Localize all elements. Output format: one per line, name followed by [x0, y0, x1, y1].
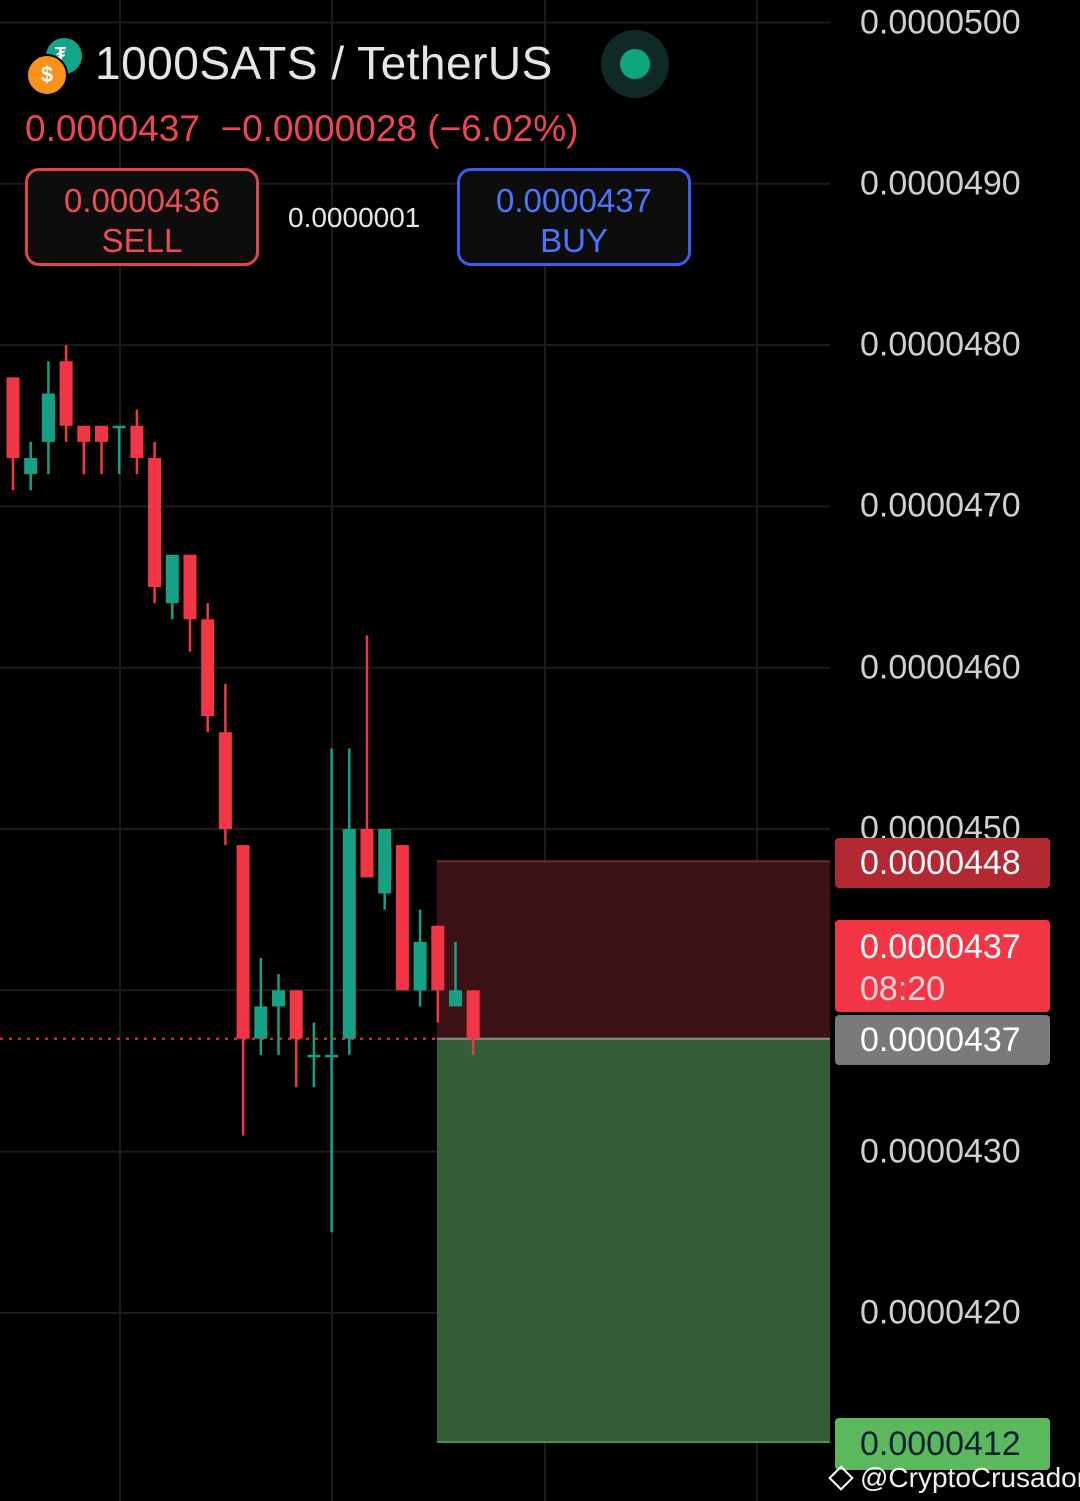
- candle-body: [148, 458, 162, 588]
- candle: [77, 425, 91, 475]
- candle: [183, 554, 197, 652]
- candle: [236, 845, 250, 1136]
- candle: [59, 345, 73, 442]
- candle-body: [201, 619, 215, 717]
- candle-body: [413, 941, 427, 991]
- candle: [201, 603, 215, 733]
- candle-body: [165, 554, 179, 604]
- candle-body: [59, 361, 73, 426]
- sell-button[interactable]: 0.0000436 SELL: [25, 168, 259, 266]
- candle-body: [378, 829, 392, 894]
- binance-logo-icon: [828, 1465, 854, 1491]
- coin-icons[interactable]: ₮ $: [26, 38, 88, 96]
- candle: [95, 425, 108, 475]
- candle: [218, 683, 232, 846]
- current-price-tag: 0.0000437 08:20: [835, 920, 1050, 1012]
- candle: [41, 361, 55, 475]
- take-profit-zone: [437, 1038, 830, 1442]
- sell-price: 0.0000436: [64, 182, 220, 219]
- candle: [6, 377, 20, 491]
- sell-label: SELL: [101, 222, 183, 259]
- y-tick-label: 0.0000420: [860, 1293, 1021, 1332]
- candle: [360, 635, 374, 878]
- market-open-dot: [620, 49, 650, 79]
- price-change-line: 0.0000437 −0.0000028 (−6.02%): [25, 108, 579, 149]
- candle: [272, 974, 285, 1055]
- candle: [342, 748, 356, 1055]
- candle: [165, 554, 179, 620]
- candle-countdown: 08:20: [860, 970, 946, 1008]
- candle-body: [272, 990, 285, 1007]
- candle-body: [236, 845, 250, 1039]
- y-tick-label: 0.0000500: [860, 3, 1021, 41]
- long-position-tool[interactable]: [437, 860, 830, 1443]
- candle-body: [360, 829, 374, 878]
- y-tick-label: 0.0000460: [860, 648, 1021, 687]
- symbol-pair[interactable]: 1000SATS / TetherUS: [95, 37, 553, 89]
- watermark: @CryptoCrusador: [828, 1462, 1080, 1494]
- candle-body: [95, 425, 108, 442]
- candle-body: [183, 554, 197, 620]
- buy-label: BUY: [540, 222, 608, 259]
- candle-body: [6, 377, 20, 459]
- candle-body: [466, 990, 480, 1039]
- y-tick-label: 0.0000480: [860, 325, 1021, 364]
- watermark-text: @CryptoCrusador: [860, 1462, 1080, 1493]
- stop-loss-tag: 0.0000448: [835, 838, 1050, 888]
- candle-body: [218, 732, 232, 829]
- spread-value: 0.0000001: [288, 202, 421, 233]
- candle: [413, 909, 427, 1007]
- candle-body: [112, 425, 126, 429]
- candle-body: [41, 393, 55, 442]
- candle-body: [431, 925, 445, 991]
- candle: [466, 990, 480, 1055]
- candle: [431, 925, 445, 1023]
- candle-body: [307, 1054, 321, 1058]
- entry-price-tag: 0.0000437: [835, 1015, 1050, 1065]
- candle: [395, 845, 409, 991]
- candle-body: [325, 1054, 339, 1058]
- y-tick-label: 0.0000430: [860, 1132, 1021, 1171]
- buy-price: 0.0000437: [496, 182, 652, 219]
- candle: [325, 748, 339, 1233]
- candle: [378, 829, 392, 910]
- candle: [449, 941, 462, 1007]
- candle: [307, 1022, 321, 1088]
- market-status-icon[interactable]: [601, 30, 669, 98]
- candle: [24, 441, 38, 491]
- take-profit-tag: 0.0000412: [835, 1418, 1050, 1470]
- buy-button[interactable]: 0.0000437 BUY: [457, 168, 691, 266]
- candle: [254, 958, 268, 1055]
- candle-body: [342, 829, 356, 1039]
- y-tick-label: 0.0000470: [860, 486, 1021, 525]
- candles: [6, 345, 480, 1233]
- candle-body: [449, 990, 462, 1007]
- y-tick-label: 0.0000490: [860, 164, 1021, 203]
- candle-body: [289, 990, 303, 1039]
- current-price-value: 0.0000437: [860, 928, 1021, 966]
- candle: [148, 441, 162, 604]
- candle: [289, 990, 303, 1088]
- candle-body: [24, 458, 38, 475]
- candle: [112, 425, 126, 475]
- candle-body: [77, 425, 91, 442]
- candle-body: [130, 425, 144, 459]
- bitcoin-icon: $: [26, 54, 68, 96]
- stop-loss-zone: [437, 861, 830, 1039]
- candle: [130, 409, 144, 475]
- candle-body: [254, 1006, 268, 1039]
- candle-body: [395, 845, 409, 991]
